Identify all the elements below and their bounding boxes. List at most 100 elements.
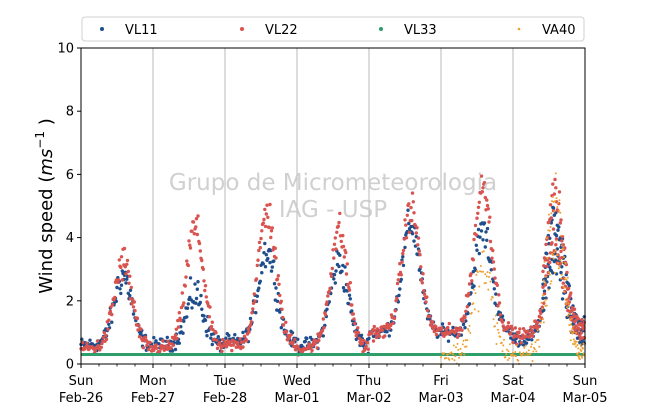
series-point (478, 235, 482, 239)
x-tick-label-date: Feb-26 (59, 391, 103, 406)
series-point (440, 322, 445, 326)
series-point (110, 302, 115, 307)
series-point (518, 327, 522, 331)
series-point (548, 229, 551, 232)
x-tick-label-date: Feb-27 (131, 391, 175, 406)
series-point (497, 328, 499, 331)
series-point (551, 271, 555, 275)
series-point (474, 233, 478, 237)
series-point (321, 317, 325, 321)
series-point (499, 335, 502, 338)
series-point (544, 304, 547, 307)
series-point (270, 226, 274, 230)
series-point (350, 303, 354, 307)
series-point (481, 238, 485, 242)
series-point (191, 220, 196, 224)
series-point (516, 334, 520, 338)
series-point (560, 297, 565, 301)
series-point (210, 320, 214, 324)
series-point (330, 266, 334, 271)
series-point (451, 325, 455, 330)
series-point (575, 331, 577, 334)
series-point (399, 277, 403, 282)
series-point (185, 259, 189, 263)
series-point (574, 324, 578, 328)
series-point (344, 250, 348, 255)
series-point (491, 296, 494, 299)
series-point (280, 307, 284, 311)
series-point (154, 339, 158, 343)
series-point (333, 236, 337, 240)
series-point (399, 273, 403, 277)
series-point (467, 282, 472, 286)
series-point (102, 331, 107, 335)
series-point (542, 264, 546, 268)
series-point (131, 312, 136, 316)
legend-label: VL33 (404, 23, 437, 38)
series-point (173, 333, 178, 337)
series-point (454, 355, 457, 358)
series-point (459, 347, 462, 350)
series-point (480, 190, 484, 194)
series-point (493, 276, 497, 280)
x-tick-label-date: Feb-28 (203, 391, 247, 406)
series-point (555, 197, 558, 200)
series-point (323, 313, 328, 317)
series-point (233, 333, 237, 337)
series-point (404, 223, 408, 227)
series-point (511, 340, 515, 345)
series-point (194, 301, 198, 305)
series-point (104, 333, 108, 338)
series-point (573, 328, 577, 332)
series-point (339, 239, 343, 244)
series-point (107, 318, 111, 322)
series-point (532, 325, 536, 329)
series-point (245, 339, 249, 343)
series-point (211, 328, 215, 332)
series-point (547, 288, 550, 291)
series-point (340, 269, 344, 273)
series-point (549, 216, 553, 220)
series-point (220, 349, 224, 353)
series-point (188, 246, 193, 250)
series-point (509, 324, 514, 328)
series-point (194, 225, 198, 229)
series-point (278, 293, 282, 298)
series-point (341, 244, 346, 249)
series-point (469, 272, 473, 276)
series-point (502, 344, 505, 347)
legend-marker (517, 27, 521, 31)
series-point (497, 293, 501, 297)
series-point (401, 248, 406, 253)
series-point (467, 328, 469, 330)
series-point (566, 299, 568, 302)
series-point (461, 319, 466, 323)
x-tick-label-day: Sun (69, 374, 94, 389)
series-point (362, 339, 366, 343)
series-point (135, 316, 139, 321)
series-point (177, 311, 181, 315)
series-point (581, 356, 583, 359)
series-point (334, 247, 338, 251)
series-point (203, 284, 208, 288)
series-point (276, 274, 280, 278)
series-point (490, 256, 494, 260)
series-point (524, 341, 529, 345)
series-point (524, 354, 526, 357)
y-axis-label-prefix: Wind speed ( (36, 176, 57, 294)
series-point (332, 273, 337, 277)
series-point (146, 347, 151, 352)
series-point (581, 355, 583, 358)
series-point (176, 325, 181, 329)
series-point (558, 221, 562, 225)
series-point (320, 328, 325, 333)
series-point (214, 331, 218, 335)
series-point (199, 293, 203, 298)
series-point (545, 298, 547, 301)
series-point (466, 311, 470, 316)
series-point (481, 251, 484, 253)
series-point (563, 290, 565, 293)
series-point (430, 324, 434, 328)
series-point (473, 308, 476, 311)
series-point (531, 330, 535, 335)
